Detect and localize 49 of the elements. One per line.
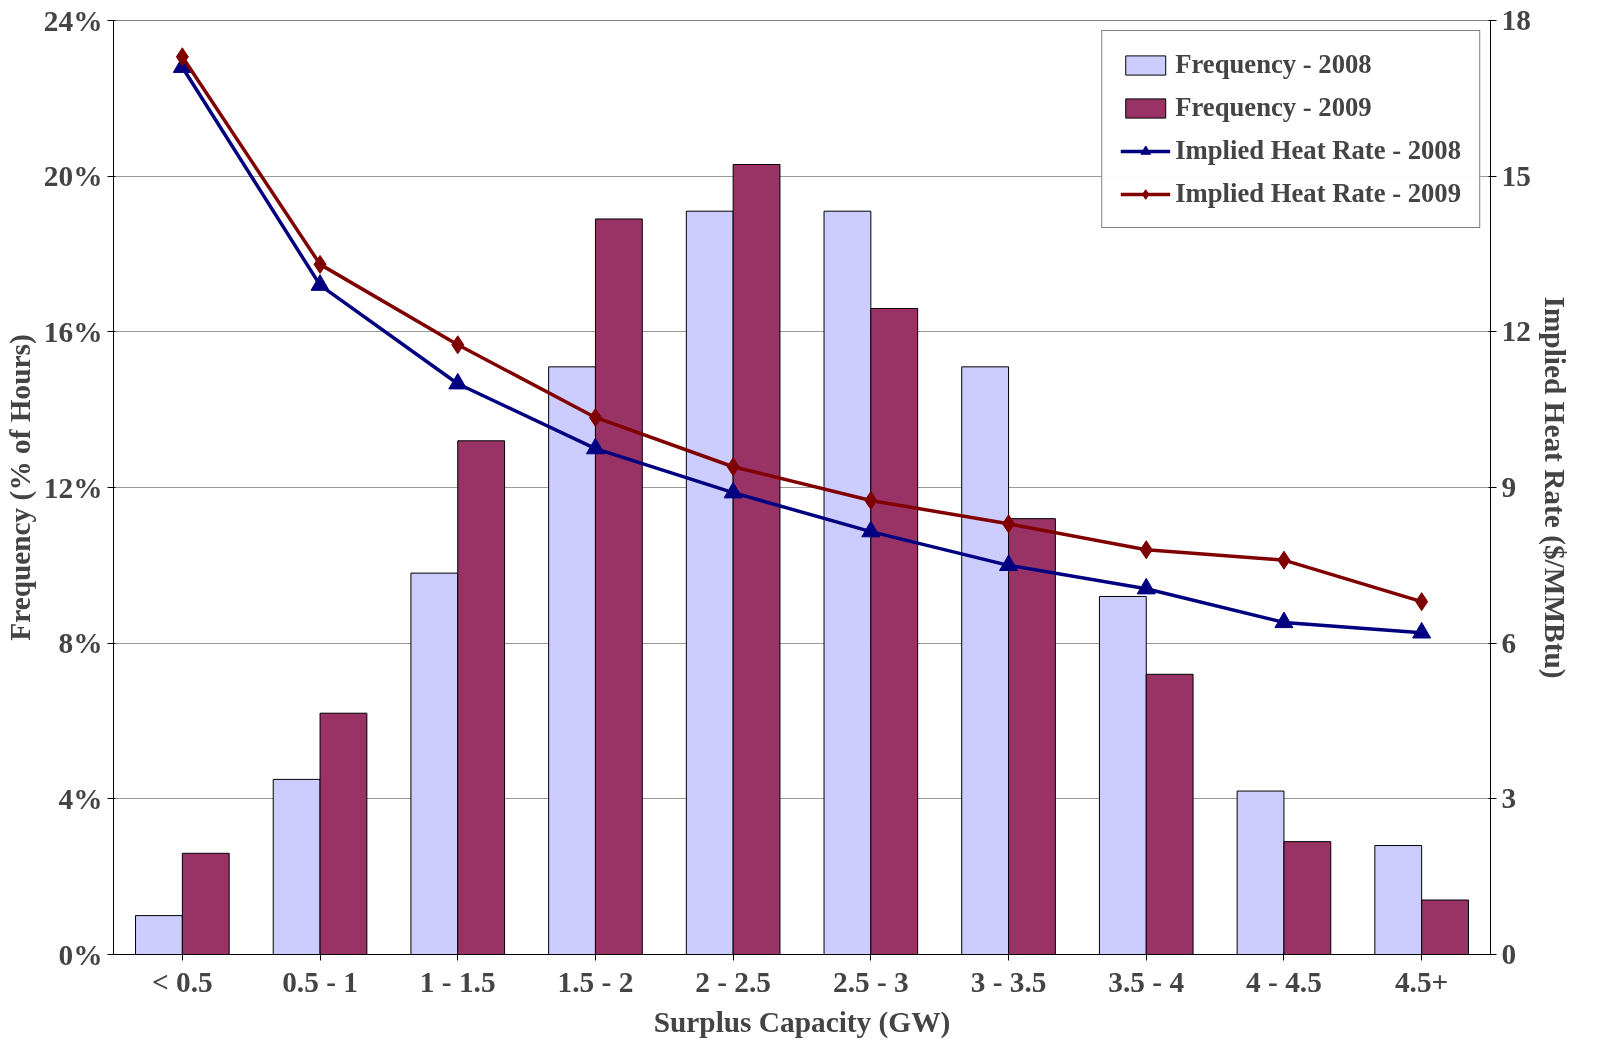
x-tick-label: 2.5 - 3 [832,965,909,998]
point [175,47,189,67]
point [723,481,743,499]
y2-tick-label: 12 [1501,315,1531,348]
point [999,554,1019,572]
legend-label: Implied Heat Rate - 2009 [1175,178,1461,209]
x-tick-label: 2 - 2.5 [695,965,772,998]
y-tick-label: 16% [43,315,103,348]
legend-label: Implied Heat Rate - 2008 [1175,135,1461,166]
y2-tick-label: 15 [1501,159,1531,192]
y2-tick-label: 0 [1501,938,1517,970]
y2-tick-label: 18 [1501,4,1531,36]
y-tick-label: 8% [58,627,103,660]
x-tick-label: 0.5 - 1 [282,965,358,998]
y-tick-label: 20% [43,160,103,193]
point [588,407,602,427]
x-tick-label: 4 - 4.5 [1246,965,1322,998]
point [726,457,740,477]
y2-tick-label: 3 [1501,782,1517,815]
point [310,274,330,291]
point [1002,514,1016,534]
point [1136,577,1156,595]
x-tick-label: 4.5+ [1394,965,1449,998]
y2-tick-label: 9 [1501,471,1517,503]
y2-tick-label: 6 [1501,626,1517,659]
point [1412,621,1432,639]
x-tick-label: < 0.5 [152,965,213,998]
point [585,437,605,455]
point [1139,540,1153,560]
y-tick-label: 12% [43,471,103,504]
legend-label: Frequency - 2009 [1175,92,1372,123]
point [313,254,327,274]
x-tick-label: 1.5 - 2 [557,965,634,998]
point [1274,611,1294,629]
y-tick-label: 0% [58,938,103,971]
point [451,335,465,355]
point [864,490,878,510]
x-tick-label: 3.5 - 4 [1108,965,1185,998]
y2-axis-title: Implied Heat Rate ($/MMBtu) [1537,296,1571,679]
point [448,372,468,390]
x-axis-title: Surplus Capacity (GW) [653,1005,951,1039]
point [861,520,881,538]
x-tick-label: 3 - 3.5 [970,965,1047,998]
x-tick-label: 1 - 1.5 [419,965,496,998]
point [1277,550,1291,570]
y-tick-label: 24% [43,4,103,37]
legend-label: Frequency - 2008 [1175,49,1372,80]
y-tick-label: 4% [58,782,103,815]
y-axis-title: Frequency (% of Hours) [3,334,37,641]
